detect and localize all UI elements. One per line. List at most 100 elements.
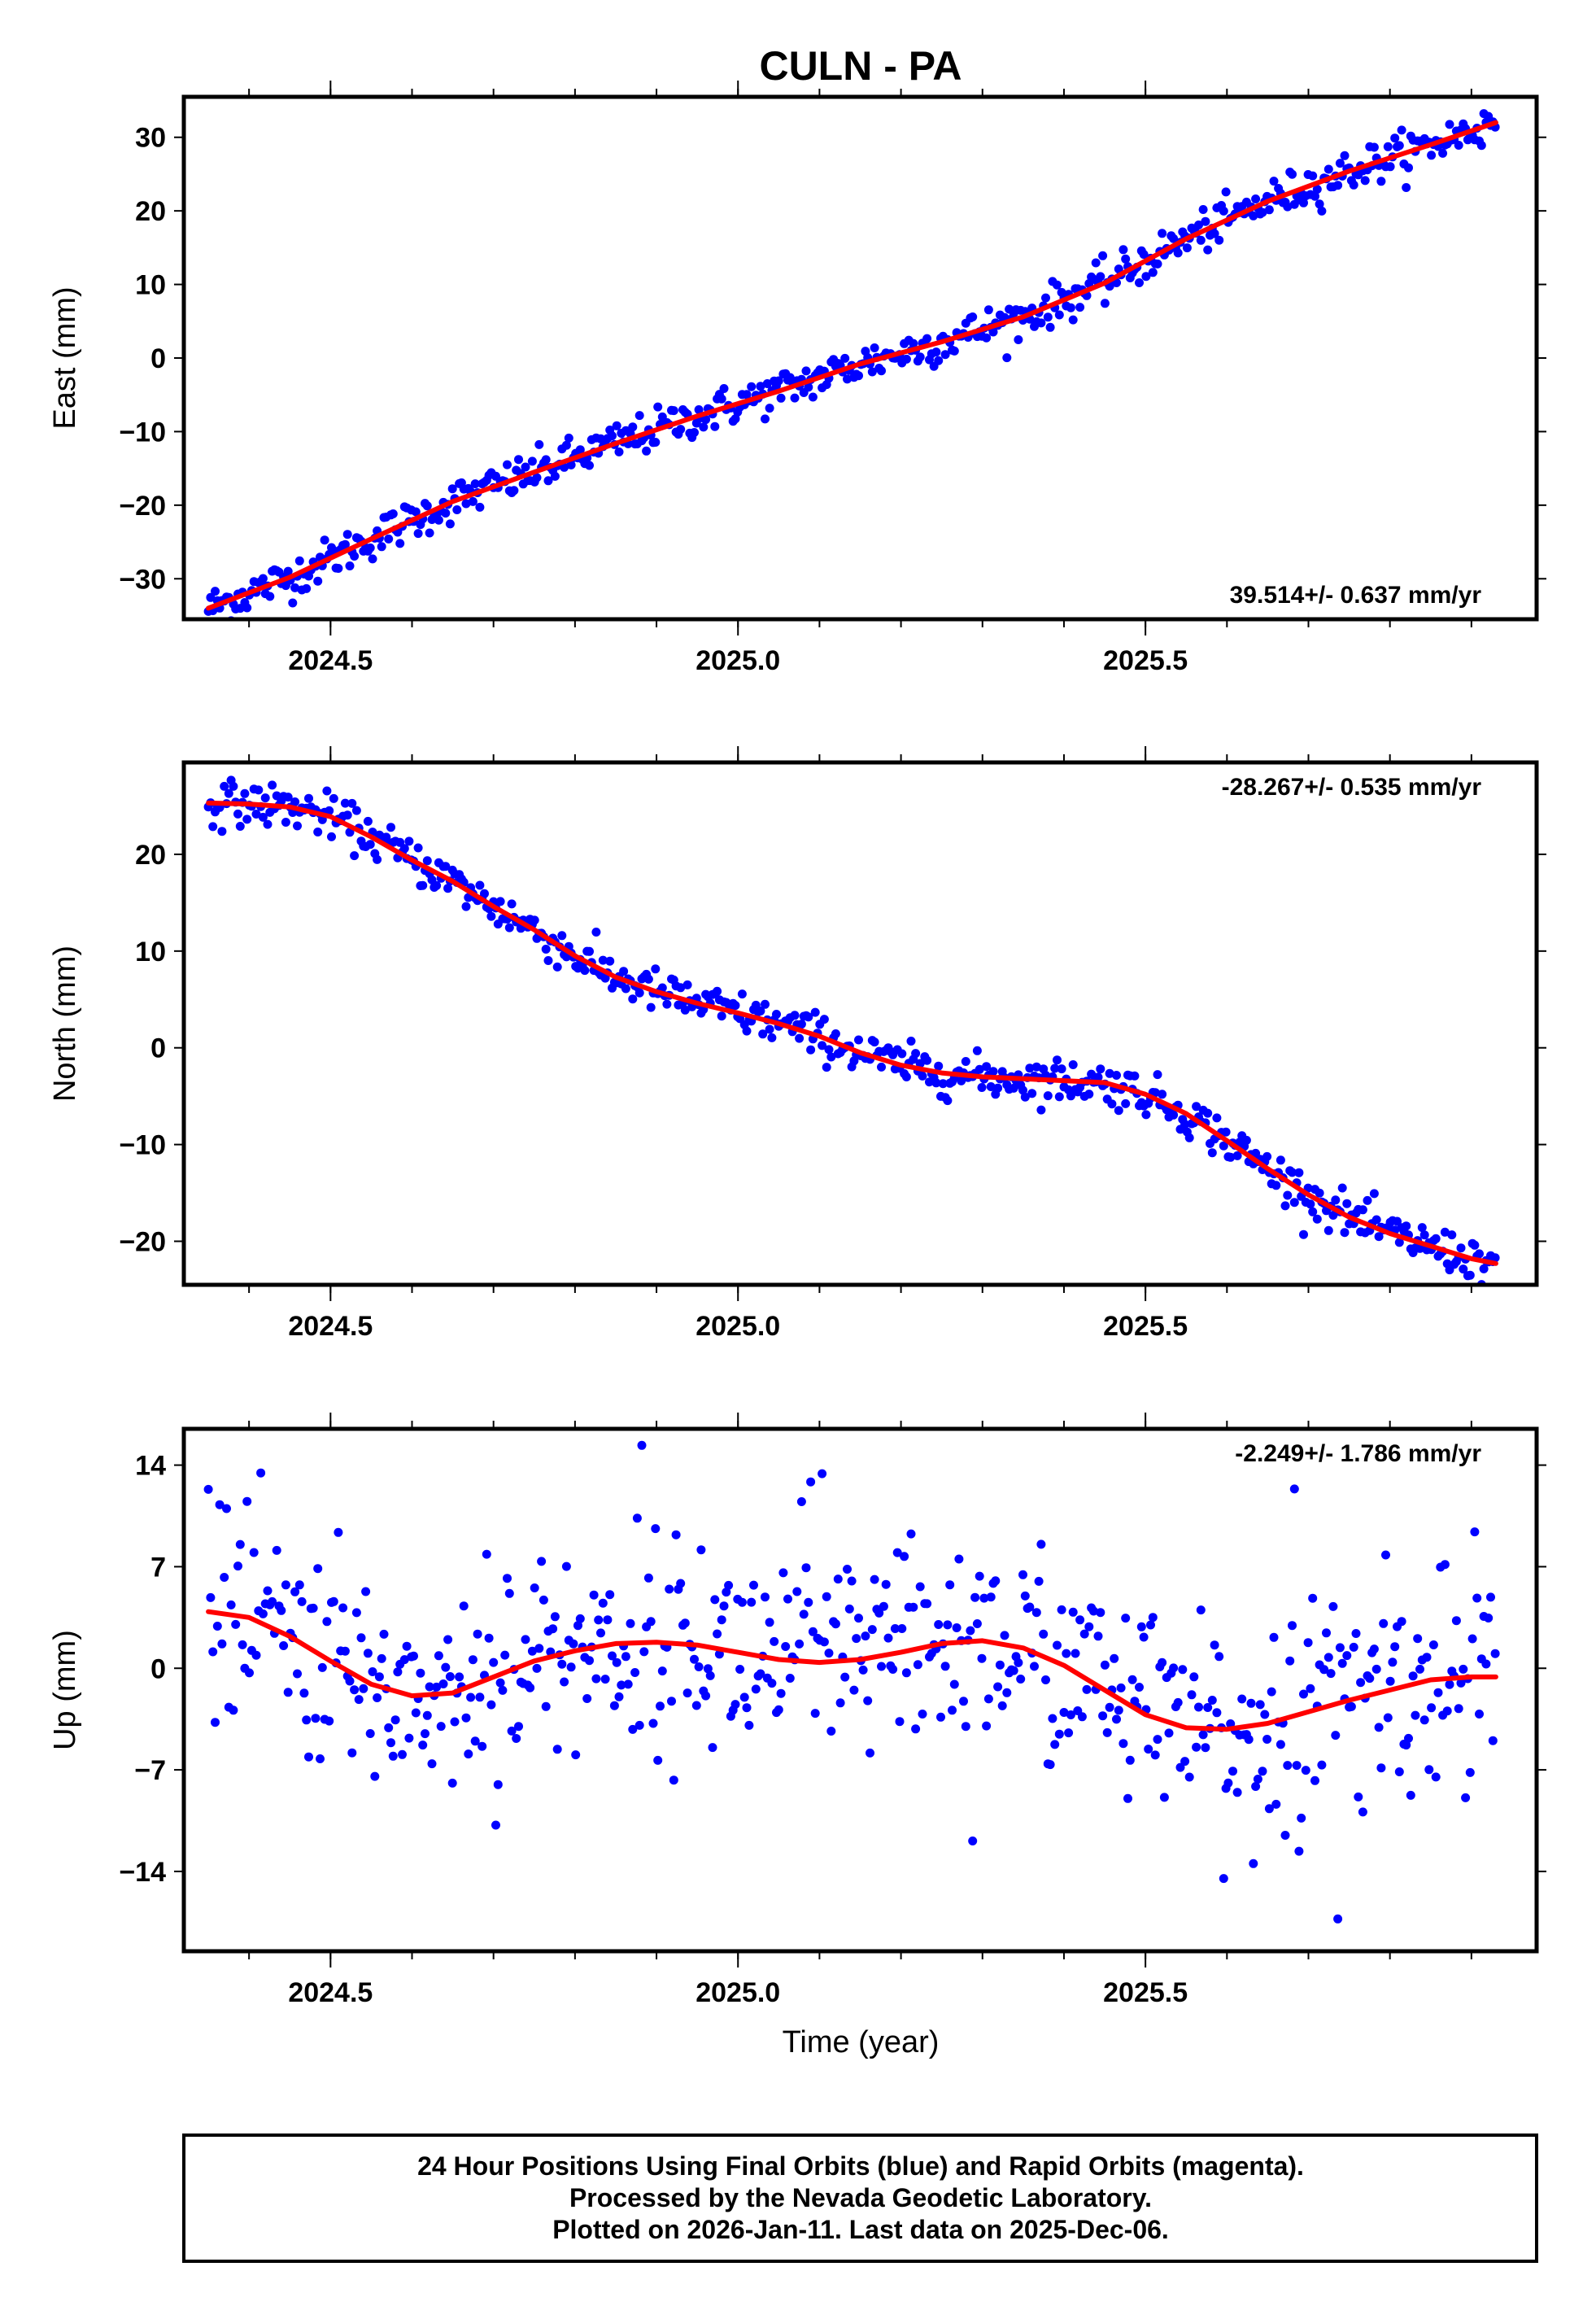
footer-line-3: Plotted on 2026-Jan-11. Last data on 202… bbox=[552, 2215, 1169, 2244]
data-point bbox=[1445, 120, 1454, 129]
data-point bbox=[1105, 1068, 1114, 1078]
data-point bbox=[796, 1020, 806, 1029]
data-point bbox=[1354, 1792, 1363, 1802]
data-point bbox=[1045, 1760, 1055, 1770]
data-point bbox=[1034, 1576, 1044, 1586]
data-point bbox=[1337, 1183, 1347, 1193]
data-point bbox=[1114, 1705, 1123, 1715]
data-point bbox=[281, 818, 290, 827]
data-point bbox=[877, 1062, 886, 1072]
data-point bbox=[231, 1619, 241, 1629]
data-point bbox=[993, 1083, 1003, 1093]
data-point bbox=[393, 1667, 403, 1677]
data-point bbox=[432, 880, 442, 890]
data-point bbox=[313, 1564, 323, 1574]
data-point bbox=[504, 1588, 514, 1598]
data-point bbox=[475, 502, 485, 512]
data-point bbox=[1091, 258, 1101, 268]
rate-label: -2.249+/- 1.786 mm/yr bbox=[1235, 1440, 1481, 1467]
data-point bbox=[293, 821, 302, 831]
data-point bbox=[831, 1029, 840, 1038]
data-point bbox=[909, 1602, 918, 1612]
data-point bbox=[1249, 211, 1258, 221]
data-point bbox=[756, 1007, 765, 1015]
data-point bbox=[646, 1002, 656, 1012]
data-point bbox=[630, 1668, 640, 1677]
data-point bbox=[653, 402, 663, 412]
data-point bbox=[566, 460, 576, 469]
data-point bbox=[1427, 1703, 1437, 1713]
data-point bbox=[915, 352, 925, 362]
data-point bbox=[767, 1679, 777, 1688]
data-point bbox=[1404, 163, 1413, 173]
data-point bbox=[810, 1007, 820, 1017]
data-point bbox=[368, 554, 377, 564]
data-point bbox=[822, 1063, 831, 1072]
data-point bbox=[532, 1663, 542, 1673]
data-point bbox=[564, 433, 573, 443]
data-point bbox=[874, 1608, 884, 1618]
data-point bbox=[1082, 1684, 1092, 1694]
data-point bbox=[1346, 1701, 1356, 1711]
x-tick-label: 2025.0 bbox=[696, 1977, 780, 2008]
data-point bbox=[1397, 1617, 1406, 1627]
data-point bbox=[806, 1045, 816, 1055]
data-point bbox=[1472, 1593, 1482, 1603]
data-point bbox=[293, 1669, 302, 1679]
data-point bbox=[1459, 1264, 1468, 1274]
data-point bbox=[1438, 148, 1448, 158]
data-point bbox=[931, 347, 941, 357]
data-point bbox=[1182, 243, 1192, 253]
data-point bbox=[1408, 1671, 1418, 1681]
data-point bbox=[781, 1642, 791, 1651]
data-point bbox=[1054, 1092, 1064, 1102]
data-point bbox=[461, 499, 471, 509]
data-point bbox=[534, 439, 544, 449]
data-point bbox=[1390, 1642, 1400, 1652]
data-point bbox=[229, 1705, 238, 1715]
data-point bbox=[730, 1001, 740, 1011]
data-point bbox=[1071, 1649, 1080, 1658]
data-point bbox=[614, 447, 624, 456]
data-point bbox=[870, 1574, 879, 1584]
data-point bbox=[1333, 1914, 1343, 1924]
data-point bbox=[1312, 1214, 1322, 1224]
data-point bbox=[843, 374, 852, 384]
data-point bbox=[281, 1580, 290, 1590]
data-point bbox=[1388, 1657, 1398, 1667]
data-point bbox=[870, 1037, 879, 1047]
data-point bbox=[972, 1046, 982, 1055]
data-point bbox=[313, 576, 323, 586]
data-point bbox=[235, 1540, 245, 1549]
data-point bbox=[1406, 1790, 1415, 1800]
data-point bbox=[302, 583, 312, 593]
data-point bbox=[1214, 235, 1224, 245]
data-point bbox=[1009, 1083, 1018, 1093]
data-point bbox=[901, 1668, 911, 1678]
y-tick-label: 30 bbox=[135, 123, 166, 154]
data-point bbox=[676, 1579, 686, 1588]
data-point bbox=[879, 1601, 888, 1611]
data-point bbox=[1404, 1733, 1413, 1743]
data-point bbox=[1323, 1225, 1333, 1235]
data-point bbox=[411, 1708, 421, 1718]
data-point bbox=[877, 366, 886, 376]
data-point bbox=[1030, 1662, 1039, 1671]
data-point bbox=[203, 1484, 213, 1494]
data-point bbox=[936, 1712, 945, 1722]
fit-line-east bbox=[206, 120, 1498, 611]
data-point bbox=[1349, 180, 1358, 190]
y-tick-label: 0 bbox=[150, 1653, 166, 1684]
data-point bbox=[1315, 1188, 1324, 1198]
data-point bbox=[1301, 1766, 1310, 1775]
data-point bbox=[1002, 1688, 1012, 1697]
data-point bbox=[585, 1656, 594, 1666]
data-point bbox=[705, 1671, 715, 1680]
data-point bbox=[822, 1592, 831, 1601]
data-point bbox=[730, 1700, 740, 1710]
data-point bbox=[359, 1684, 368, 1693]
fit-line-up bbox=[206, 1609, 1498, 1732]
data-point bbox=[361, 1587, 371, 1596]
y-tick-label: −10 bbox=[119, 417, 166, 448]
